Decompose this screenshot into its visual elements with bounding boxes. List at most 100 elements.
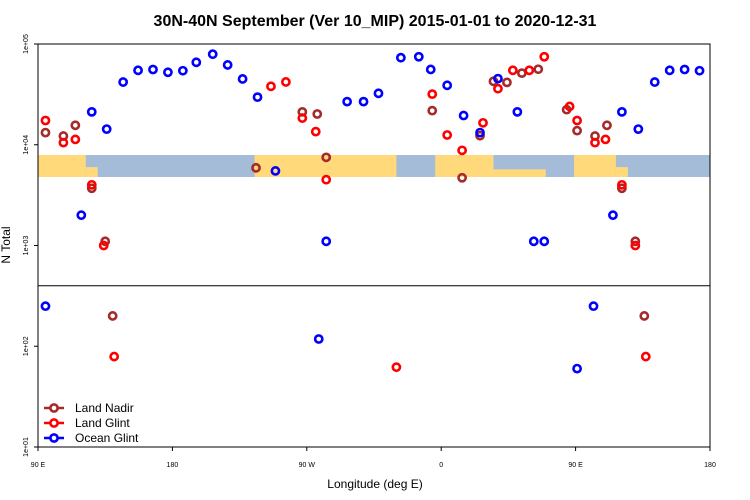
- map-land: [493, 169, 546, 177]
- data-point-ocean-glint: [373, 88, 384, 99]
- data-point-land-nadir: [107, 311, 118, 321]
- data-point-land-nadir: [321, 152, 332, 163]
- map-land: [574, 155, 616, 177]
- x-tick-label: 180: [704, 462, 716, 469]
- data-point-land-glint: [280, 77, 291, 87]
- data-points: [40, 49, 705, 374]
- data-point-ocean-glint: [76, 210, 87, 221]
- data-point-land-glint: [98, 240, 109, 251]
- data-point-ocean-glint: [572, 363, 582, 374]
- data-point-ocean-glint: [237, 74, 248, 84]
- data-point-ocean-glint: [679, 64, 690, 75]
- y-axis: 1e+01 1e+02 1e+03 1e+04 1e+05: [23, 34, 38, 457]
- data-point-ocean-glint: [539, 236, 550, 247]
- data-point-ocean-glint: [163, 67, 173, 78]
- plot-frame: [37, 43, 711, 448]
- y-tick-label: 1e+05: [23, 34, 30, 54]
- data-point-ocean-glint: [101, 124, 112, 134]
- map-land: [254, 155, 397, 177]
- legend-label: Land Glint: [75, 416, 130, 430]
- data-point-ocean-glint: [177, 65, 188, 76]
- data-point-land-glint: [310, 126, 321, 137]
- x-tick-label: 0: [439, 462, 443, 469]
- data-point-land-glint: [391, 362, 402, 373]
- data-point-land-nadir: [639, 311, 650, 321]
- data-point-land-glint: [427, 89, 438, 100]
- x-tick-label: 90 E: [568, 462, 583, 469]
- y-axis-label: N Total: [0, 226, 13, 263]
- data-point-ocean-glint: [222, 60, 233, 70]
- data-point-land-glint: [572, 115, 582, 126]
- data-point-ocean-glint: [321, 236, 332, 247]
- data-point-ocean-glint: [649, 77, 660, 87]
- data-point-ocean-glint: [694, 65, 705, 76]
- data-point-land-glint: [493, 83, 503, 94]
- data-point-land-glint: [600, 134, 611, 145]
- data-point-land-nadir: [86, 183, 97, 194]
- data-point-land-nadir: [602, 120, 612, 131]
- data-point-ocean-glint: [270, 166, 281, 176]
- legend-label: Ocean Glint: [75, 431, 139, 445]
- map-land: [38, 155, 86, 177]
- data-point-ocean-glint: [252, 92, 263, 103]
- data-point-ocean-glint: [588, 301, 599, 312]
- data-point-ocean-glint: [616, 106, 627, 117]
- data-point-land-glint: [40, 115, 51, 126]
- data-point-land-nadir: [516, 68, 527, 79]
- data-point-ocean-glint: [358, 96, 369, 107]
- data-point-ocean-glint: [608, 210, 618, 221]
- data-point-ocean-glint: [442, 80, 453, 91]
- data-point-land-glint: [321, 174, 332, 185]
- legend-marker: [49, 418, 59, 428]
- y-tick-label: 1e+02: [23, 336, 30, 356]
- data-point-land-glint: [640, 351, 651, 362]
- data-point-ocean-glint: [148, 64, 158, 75]
- data-point-ocean-glint: [458, 110, 469, 121]
- data-point-ocean-glint: [86, 106, 97, 117]
- data-point-ocean-glint: [313, 334, 324, 344]
- x-tick-label: 90 W: [299, 462, 316, 469]
- data-point-ocean-glint: [633, 124, 644, 134]
- data-point-land-glint: [109, 351, 120, 362]
- map-band: [38, 155, 710, 177]
- data-point-ocean-glint: [528, 236, 539, 247]
- data-point-land-glint: [524, 65, 535, 76]
- data-point-land-nadir: [40, 127, 51, 138]
- data-point-ocean-glint: [133, 65, 143, 76]
- data-point-ocean-glint: [118, 77, 129, 87]
- data-point-ocean-glint: [664, 65, 675, 76]
- data-point-ocean-glint: [191, 57, 202, 68]
- data-point-land-glint: [616, 179, 627, 190]
- data-point-ocean-glint: [512, 106, 523, 117]
- map-land: [435, 155, 442, 177]
- map-land: [441, 155, 494, 177]
- legend-marker: [49, 433, 59, 443]
- data-point-land-glint: [266, 81, 276, 92]
- data-point-land-nadir: [312, 109, 323, 119]
- data-point-ocean-glint: [207, 49, 218, 60]
- legend-label: Land Nadir: [75, 401, 134, 415]
- data-point-ocean-glint: [475, 127, 485, 138]
- data-point-ocean-glint: [395, 52, 406, 63]
- data-point-land-glint: [478, 117, 488, 128]
- y-tick-label: 1e+03: [23, 236, 30, 256]
- legend-marker: [49, 403, 59, 413]
- data-point-land-nadir: [616, 183, 627, 194]
- data-point-land-glint: [564, 101, 575, 112]
- x-tick-label: 90 E: [31, 462, 46, 469]
- x-axis-label: Longitude (deg E): [327, 477, 422, 491]
- data-point-land-glint: [70, 134, 81, 145]
- chart-title: 30N-40N September (Ver 10_MIP) 2015-01-0…: [154, 13, 597, 30]
- data-point-land-nadir: [630, 236, 641, 247]
- data-point-land-nadir: [70, 120, 81, 131]
- data-point-land-glint: [58, 137, 69, 148]
- data-point-land-glint: [297, 113, 308, 123]
- data-point-ocean-glint: [493, 73, 503, 84]
- data-point-land-glint: [590, 137, 600, 148]
- map-land: [615, 167, 628, 177]
- data-point-land-nadir: [533, 64, 544, 75]
- data-point-ocean-glint: [40, 301, 51, 312]
- data-point-land-nadir: [427, 105, 438, 116]
